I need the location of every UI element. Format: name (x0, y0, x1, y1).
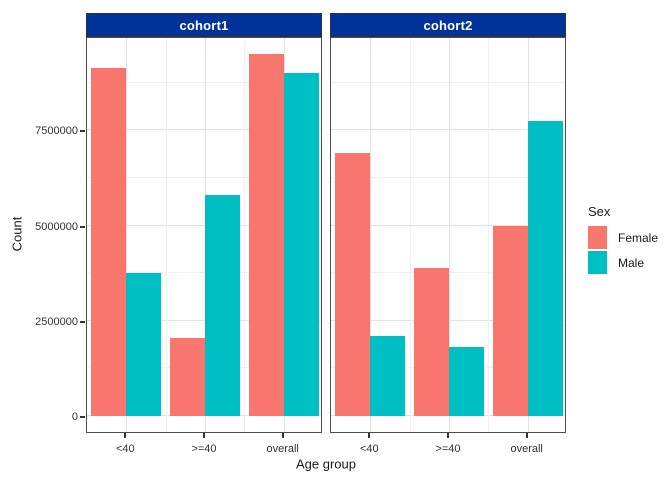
legend-keys: Female Male (588, 226, 658, 274)
x-axis-title: Age group (296, 456, 356, 472)
x-tick-label: >=40 (435, 443, 461, 455)
gridline-minor-horizontal (331, 81, 565, 83)
y-tick-mark (80, 320, 85, 323)
bar-cohort2-cat2-female (492, 225, 528, 416)
facet-strip-cohort2: cohort2 (330, 13, 566, 37)
gridline-major-vertical (126, 38, 128, 432)
bar-cohort2-cat1-male (449, 347, 484, 416)
x-tick-label: overall (510, 443, 543, 455)
legend: Sex Female Male (588, 204, 658, 276)
legend-key-female: Female (588, 226, 658, 249)
bar-cohort2-cat1-female (414, 267, 449, 416)
gridline-minor-vertical (244, 38, 246, 432)
gridline-major-horizontal (87, 224, 321, 226)
x-tick-mark (203, 433, 205, 438)
x-tick-mark (281, 433, 284, 438)
y-tick-label: 7500000 (35, 125, 78, 138)
facet-strip-cohort1: cohort1 (86, 13, 322, 37)
bar-cohort1-cat1-female (170, 337, 205, 416)
gridline-minor-horizontal (87, 272, 321, 274)
x-tick-mark (368, 433, 371, 438)
y-tick-label: 5000000 (35, 220, 78, 233)
x-tick-label: >=40 (191, 443, 217, 455)
bar-cohort2-cat2-male (527, 120, 563, 416)
gridline-minor-vertical (409, 38, 411, 432)
bar-cohort2-cat0-male (370, 336, 406, 416)
facet-strip-label: cohort1 (179, 17, 229, 33)
facet-panel-cohort1 (86, 37, 322, 433)
x-tick-label: <40 (359, 443, 379, 455)
bar-cohort2-cat0-female (335, 153, 371, 416)
legend-label: Male (618, 255, 645, 270)
facet-strip-label: cohort2 (423, 17, 473, 33)
y-tick-mark (80, 416, 85, 418)
gridline-major-vertical (370, 38, 372, 432)
gridline-minor-horizontal (331, 177, 565, 178)
gridline-major-horizontal (331, 224, 565, 226)
y-tick-mark (80, 130, 85, 133)
legend-label: Female (618, 230, 659, 245)
bar-cohort1-cat1-male (205, 195, 240, 416)
legend-swatch-female (588, 226, 607, 249)
legend-title: Sex (588, 204, 611, 219)
y-tick-label: 0 (71, 411, 78, 423)
y-tick-label: 2500000 (35, 315, 78, 328)
bar-cohort1-cat2-male (283, 73, 319, 416)
facet-panel-cohort2 (330, 37, 566, 433)
gridline-minor-horizontal (87, 177, 321, 178)
x-tick-mark (447, 433, 449, 438)
gridline-minor-vertical (165, 38, 167, 432)
y-tick-mark (80, 225, 85, 228)
x-tick-label: <40 (115, 443, 135, 455)
gridline-major-vertical (449, 38, 450, 432)
gridline-major-horizontal (87, 129, 321, 131)
legend-key-male: Male (588, 251, 658, 274)
bar-cohort1-cat0-male (126, 273, 162, 416)
bar-cohort1-cat0-female (91, 67, 127, 416)
x-tick-mark (124, 433, 127, 438)
gridline-major-horizontal (331, 129, 565, 131)
bar-cohort1-cat2-female (248, 54, 284, 416)
x-tick-mark (525, 433, 528, 438)
legend-swatch-male (588, 251, 607, 274)
x-tick-label: overall (266, 443, 299, 455)
gridline-minor-vertical (488, 38, 490, 432)
gridline-minor-horizontal (87, 81, 321, 83)
gridline-major-horizontal (87, 319, 321, 321)
